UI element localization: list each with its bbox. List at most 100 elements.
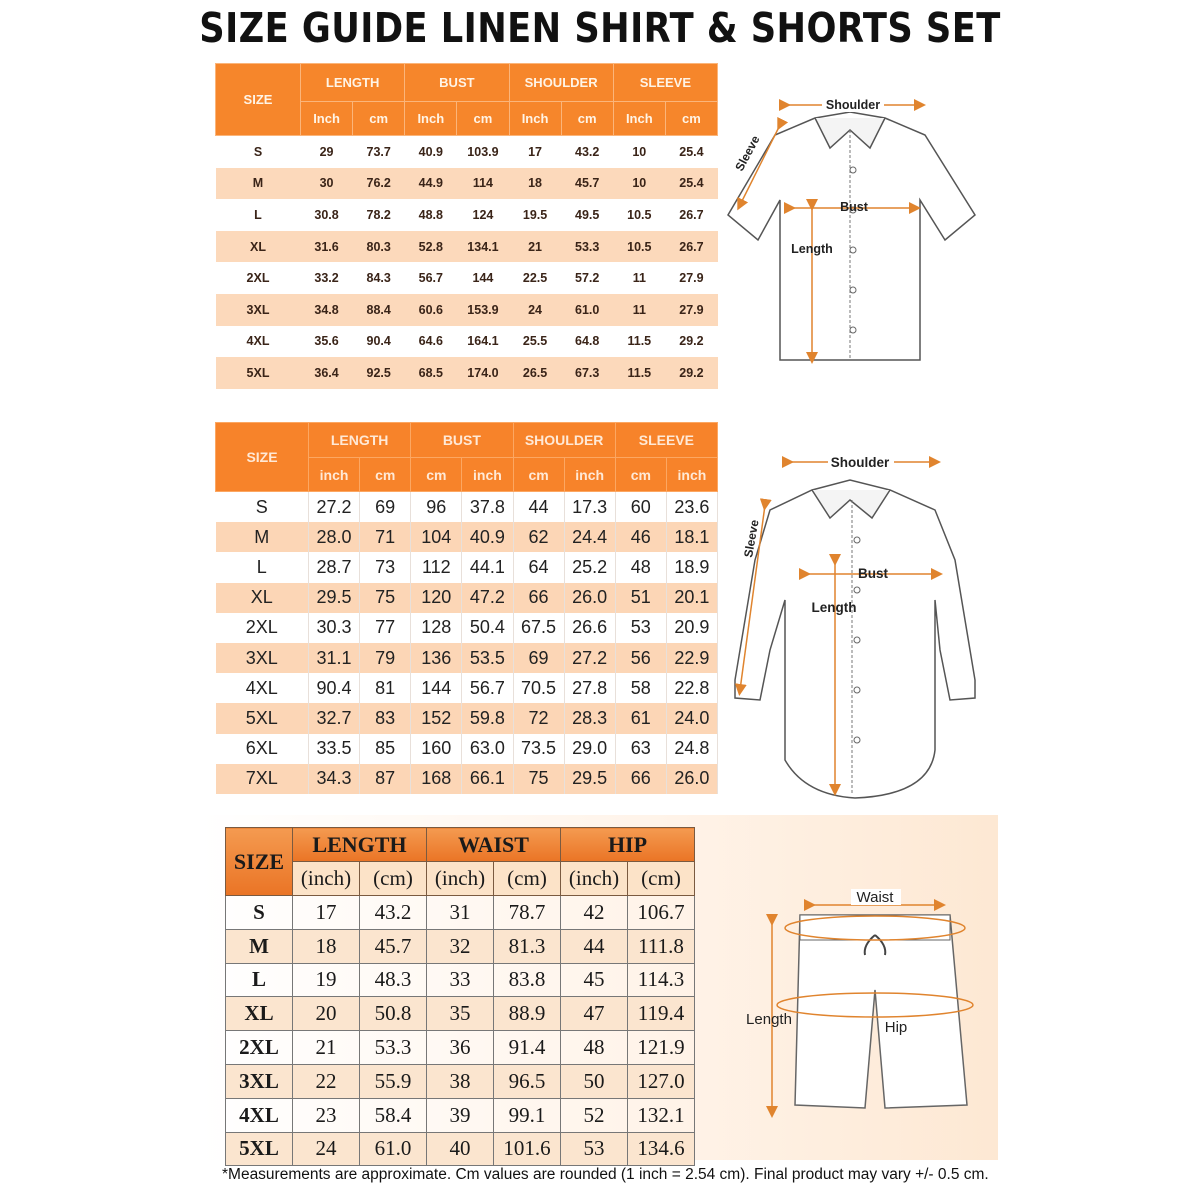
value-cell: 64	[513, 552, 565, 583]
table-row: 5XL 32.7 83 152 59.8 72 28.3 61 24.0	[215, 703, 719, 734]
table-row: XL 20 50.8 35 88.9 47 119.4	[225, 996, 695, 1032]
size-cell: M	[215, 167, 301, 200]
value-cell: 43.2	[575, 144, 600, 159]
value-cell: 20.1	[666, 582, 719, 613]
length-label: Length	[746, 1011, 792, 1028]
value-cell: 75	[513, 763, 565, 794]
value-cell: 43.2	[359, 895, 427, 930]
table-row: M 30 76.2 44.9 114 18 45.7 10 25.4	[215, 167, 718, 200]
value-cell: 22	[292, 1063, 360, 1099]
value-cell: 26.7	[665, 230, 718, 263]
unit-header-row: (inch) (cm) (inch) (cm) (inch) (cm)	[226, 861, 695, 896]
value-cell: 119.4	[627, 996, 695, 1032]
header-row: SIZE LENGTH WAIST HIP	[225, 827, 695, 896]
value-cell: 90.4	[308, 673, 361, 704]
value-cell: 128	[410, 612, 463, 643]
value-cell: 90.4	[366, 334, 391, 349]
value-cell: 152	[410, 703, 463, 734]
table-row: 4XL 90.4 81 144 56.7 70.5 27.8 58 22.8	[215, 673, 719, 704]
value-cell: 63	[615, 733, 667, 764]
value-cell: 88.4	[352, 293, 405, 326]
shorts-size-table: SIZE LENGTH WAIST HIP (inch) (cm) (inch) (cm) (i…	[225, 827, 695, 1167]
value-cell: 50.4	[461, 612, 514, 643]
unit-header: inch	[665, 457, 719, 492]
value-cell: 49.5	[575, 207, 600, 222]
value-cell: 85	[359, 733, 412, 764]
value-cell: 28.0	[308, 522, 361, 553]
unit-header: cm	[664, 101, 719, 136]
unit-header: inch	[461, 457, 514, 492]
table-row: 3XL 34.8 88.4 60.6 153.9 24 61.0 11 27.9	[215, 293, 718, 326]
value-cell: 48.8	[418, 207, 443, 222]
size-cell: 7XL	[215, 763, 309, 794]
value-cell: 134.6	[627, 1131, 695, 1167]
size-cell: 5XL	[225, 1131, 293, 1167]
value-cell: 60.6	[404, 293, 457, 326]
size-cell: 4XL	[246, 334, 270, 349]
value-cell: 164.1	[467, 334, 499, 349]
value-cell: 83.8	[493, 962, 561, 998]
unit-header: (inch)	[292, 861, 360, 896]
value-cell: 36	[426, 1030, 494, 1065]
unit-header: cm	[614, 457, 667, 492]
value-cell: 120	[410, 582, 463, 613]
table-row: L 30.8 78.2 48.8 124 19.5 49.5 10.5 26.7	[216, 199, 718, 231]
value-cell: 22.8	[666, 673, 719, 704]
value-cell: 53.3	[359, 1030, 427, 1065]
table-row: M 18 45.7 32 81.3 44 111.8	[225, 928, 695, 964]
value-cell: 45.7	[561, 167, 614, 200]
value-cell: 10.5	[627, 207, 652, 222]
unit-header-row: Inch cm Inch cm Inch cm Inch cm	[216, 101, 719, 136]
unit-header: cm	[560, 101, 614, 136]
value-cell: 26.0	[564, 582, 616, 613]
value-cell: 38	[426, 1063, 494, 1099]
value-cell: 34.8	[300, 293, 353, 326]
value-cell: 144	[410, 673, 463, 704]
shoulder-label: Shoulder	[826, 98, 880, 112]
value-cell: 87	[359, 763, 412, 794]
value-cell: 20	[292, 996, 360, 1032]
unit-header: Inch	[299, 101, 354, 136]
value-cell: 19	[292, 962, 360, 998]
value-cell: 53	[560, 1131, 628, 1167]
unit-header: inch	[563, 457, 616, 492]
size-cell: 6XL	[215, 733, 309, 764]
value-cell: 25.5	[522, 334, 548, 349]
table-row: XL 29.5 75 120 47.2 66 26.0 51 20.1	[215, 582, 719, 613]
value-cell: 31	[426, 895, 494, 930]
shoulder-label: Shoulder	[831, 455, 890, 470]
table-row: 2XL 30.3 77 128 50.4 67.5 26.6 53 20.9	[215, 612, 719, 643]
table-row: 4XL 23 58.4 39 99.1 52 132.1	[225, 1097, 695, 1133]
size-cell: 2XL	[246, 271, 270, 286]
value-cell: 64.6	[418, 334, 443, 349]
table-row: 4XL 35.6 90.4 64.6 164.1 25.5 64.8 11.5 29.2	[216, 326, 718, 358]
value-cell: 24.4	[564, 522, 616, 553]
value-cell: 32	[426, 928, 494, 964]
value-cell: 88.9	[493, 996, 561, 1032]
value-cell: 19.5	[522, 207, 548, 222]
unit-header: (inch)	[426, 861, 494, 896]
size-cell: S	[215, 491, 309, 523]
size-cell: 3XL	[215, 642, 309, 674]
value-cell: 78.2	[366, 207, 391, 222]
table-row: 3XL 22 55.9 38 96.5 50 127.0	[225, 1063, 695, 1099]
value-cell: 132.1	[627, 1097, 695, 1133]
value-cell: 114	[456, 167, 509, 200]
value-cell: 55.9	[359, 1063, 427, 1099]
value-cell: 96.5	[493, 1063, 561, 1099]
table-row: 2XL 33.2 84.3 56.7 144 22.5 57.2 11 27.9	[216, 262, 718, 294]
long-sleeve-shirt-diagram-icon: Shoulder Bust Length Sleeve	[734, 455, 976, 799]
value-cell: 47.2	[461, 582, 514, 613]
value-cell: 11.5	[627, 334, 652, 349]
column-group-header: HIP	[560, 827, 695, 862]
value-cell: 73	[359, 552, 412, 583]
value-cell: 67.3	[561, 357, 614, 389]
value-cell: 33.5	[308, 733, 361, 764]
value-cell: 25.4	[665, 167, 718, 200]
bust-label: Bust	[858, 566, 889, 581]
value-cell: 51	[615, 582, 667, 613]
value-cell: 27.9	[679, 271, 704, 286]
value-cell: 29.5	[564, 763, 616, 794]
value-cell: 96	[410, 491, 463, 523]
value-cell: 29.5	[308, 582, 361, 613]
